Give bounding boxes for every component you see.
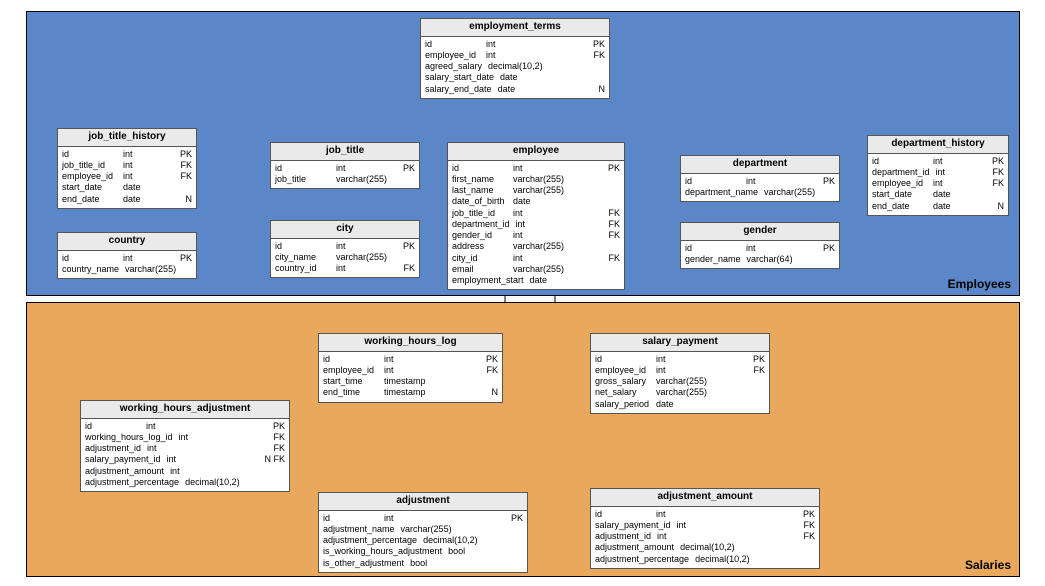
entity-adjustment_amount[interactable]: adjustment_amount idintPKsalary_payment_i…: [590, 488, 820, 569]
entity-row: job_titlevarchar(255): [275, 174, 415, 185]
entity-title: adjustment_amount: [591, 489, 819, 507]
entity-row: adjustment_percentagedecimal(10,2): [323, 535, 523, 546]
entity-row: idintPK: [275, 163, 415, 174]
entity-employee[interactable]: employee idintPKfirst_namevarchar(255)las…: [447, 142, 625, 290]
entity-row: end_timetimestampN: [323, 387, 498, 398]
entity-row: idintPK: [452, 163, 620, 174]
entity-row: city_namevarchar(255): [275, 252, 415, 263]
entity-row: salary_start_datedate: [425, 72, 605, 83]
entity-row: idintPK: [595, 354, 765, 365]
entity-row: start_timetimestamp: [323, 376, 498, 387]
entity-employment_terms[interactable]: employment_terms idintPKemployee_idintFKa…: [420, 18, 610, 99]
entity-row: idintPK: [62, 253, 192, 264]
entity-row: gross_salaryvarchar(255): [595, 376, 765, 387]
entity-row: salary_payment_idintN FK: [85, 454, 285, 465]
entity-department_history[interactable]: department_history idintPKdepartment_idin…: [867, 135, 1009, 216]
entity-row: is_working_hours_adjustmentbool: [323, 546, 523, 557]
entity-title: working_hours_log: [319, 334, 502, 352]
entity-row: adjustment_percentagedecimal(10,2): [595, 554, 815, 565]
entity-working_hours_log[interactable]: working_hours_log idintPKemployee_idintFK…: [318, 333, 503, 403]
entity-row: department_idintFK: [452, 219, 620, 230]
entity-adjustment[interactable]: adjustment idintPKadjustment_namevarchar(…: [318, 492, 528, 573]
entity-title: employment_terms: [421, 19, 609, 37]
entity-row: idintPK: [323, 354, 498, 365]
entity-row: employee_idintFK: [62, 171, 192, 182]
entity-row: idintPK: [425, 39, 605, 50]
entity-row: end_datedateN: [872, 201, 1004, 212]
entity-row: gender_namevarchar(64): [685, 254, 835, 265]
entity-title: salary_payment: [591, 334, 769, 352]
entity-row: adjustment_namevarchar(255): [323, 524, 523, 535]
entity-job_title[interactable]: job_title idintPKjob_titlevarchar(255): [270, 142, 420, 189]
entity-row: start_datedate: [872, 189, 1004, 200]
entity-country[interactable]: country idintPKcountry_namevarchar(255): [57, 232, 197, 279]
entity-row: job_title_idintFK: [452, 208, 620, 219]
entity-salary_payment[interactable]: salary_payment idintPKemployee_idintFKgro…: [590, 333, 770, 414]
region-label-salaries: Salaries: [965, 558, 1011, 572]
entity-row: department_idintFK: [872, 167, 1004, 178]
entity-department[interactable]: department idintPKdepartment_namevarchar(…: [680, 155, 840, 202]
entity-row: adjustment_amountint: [85, 466, 285, 477]
entity-title: job_title_history: [58, 129, 196, 147]
entity-row: city_idintFK: [452, 253, 620, 264]
entity-row: employee_idintFK: [595, 365, 765, 376]
entity-row: idintPK: [685, 243, 835, 254]
entity-title: working_hours_adjustment: [81, 401, 289, 419]
entity-row: idintPK: [85, 421, 285, 432]
entity-row: salary_end_datedateN: [425, 84, 605, 95]
entity-row: adjustment_idintFK: [595, 531, 815, 542]
entity-row: adjustment_amountdecimal(10,2): [595, 542, 815, 553]
entity-row: emailvarchar(255): [452, 264, 620, 275]
entity-row: idintPK: [685, 176, 835, 187]
entity-row: country_namevarchar(255): [62, 264, 192, 275]
entity-title: employee: [448, 143, 624, 161]
entity-row: first_namevarchar(255): [452, 174, 620, 185]
entity-working_hours_adjustment[interactable]: working_hours_adjustment idintPKworking_h…: [80, 400, 290, 492]
entity-title: gender: [681, 223, 839, 241]
entity-row: employee_idintFK: [425, 50, 605, 61]
entity-city[interactable]: city idintPKcity_namevarchar(255)country_…: [270, 220, 420, 278]
entity-row: working_hours_log_idintFK: [85, 432, 285, 443]
entity-row: gender_idintFK: [452, 230, 620, 241]
entity-job_title_history[interactable]: job_title_history idintPKjob_title_idintF…: [57, 128, 197, 209]
entity-row: is_other_adjustmentbool: [323, 558, 523, 569]
entity-title: job_title: [271, 143, 419, 161]
entity-row: start_datedate: [62, 182, 192, 193]
entity-row: employment_startdate: [452, 275, 620, 286]
entity-row: country_idintFK: [275, 263, 415, 274]
entity-row: adjustment_idintFK: [85, 443, 285, 454]
entity-title: adjustment: [319, 493, 527, 511]
entity-row: addressvarchar(255): [452, 241, 620, 252]
entity-row: date_of_birthdate: [452, 196, 620, 207]
entity-row: adjustment_percentagedecimal(10,2): [85, 477, 285, 488]
entity-row: idintPK: [323, 513, 523, 524]
region-label-employees: Employees: [948, 277, 1011, 291]
entity-title: country: [58, 233, 196, 251]
entity-row: department_namevarchar(255): [685, 187, 835, 198]
entity-row: idintPK: [62, 149, 192, 160]
entity-row: job_title_idintFK: [62, 160, 192, 171]
entity-row: idintPK: [872, 156, 1004, 167]
entity-title: department_history: [868, 136, 1008, 154]
entity-row: agreed_salarydecimal(10,2): [425, 61, 605, 72]
entity-row: idintPK: [595, 509, 815, 520]
entity-row: idintPK: [275, 241, 415, 252]
entity-row: salary_payment_idintFK: [595, 520, 815, 531]
entity-row: employee_idintFK: [323, 365, 498, 376]
entity-row: net_salaryvarchar(255): [595, 387, 765, 398]
entity-row: end_datedateN: [62, 194, 192, 205]
entity-gender[interactable]: gender idintPKgender_namevarchar(64): [680, 222, 840, 269]
entity-row: employee_idintFK: [872, 178, 1004, 189]
entity-title: city: [271, 221, 419, 239]
entity-title: department: [681, 156, 839, 174]
entity-row: last_namevarchar(255): [452, 185, 620, 196]
entity-row: salary_perioddate: [595, 399, 765, 410]
